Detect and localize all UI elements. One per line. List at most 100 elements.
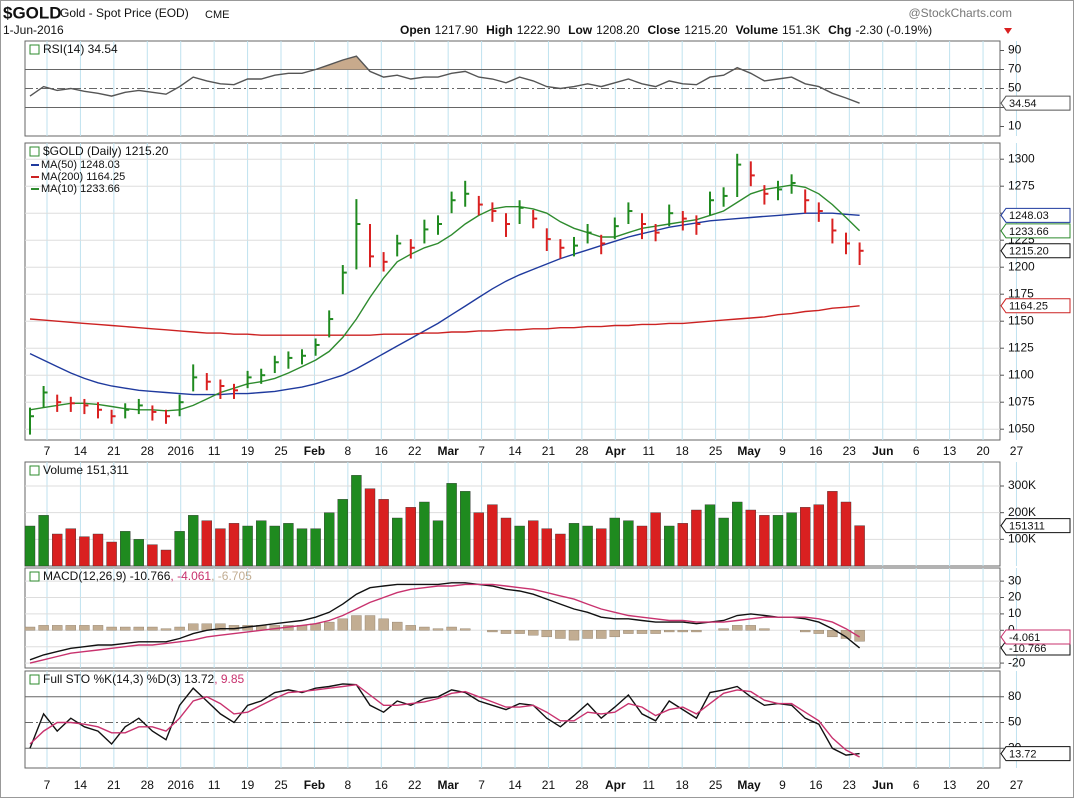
- histogram-bar: [664, 630, 675, 633]
- volume-bar: [813, 504, 824, 567]
- value-tag: [1000, 518, 1071, 534]
- legend-entry: , 9.85: [214, 672, 244, 686]
- histogram-bar: [568, 630, 580, 641]
- value-tag: [1000, 298, 1071, 314]
- volume-bar: [664, 525, 675, 567]
- change-arrow: [1004, 28, 1012, 34]
- x-tick-label: 16: [809, 444, 823, 458]
- volume-bar: [147, 544, 158, 567]
- histogram-bar: [147, 626, 158, 631]
- panel-icon: [29, 571, 40, 582]
- volume-bar: [378, 499, 389, 567]
- volume-bar: [351, 475, 362, 567]
- panel-icon: [29, 44, 40, 55]
- histogram-bar: [337, 618, 348, 631]
- volume-bar: [38, 515, 49, 567]
- volume-bar: [310, 528, 321, 567]
- x-tick-label: Mar: [437, 778, 459, 792]
- x-tick-label: 6: [913, 778, 920, 792]
- legend-entry: , -6.705: [211, 569, 252, 583]
- y-tick-label: 30: [1008, 573, 1022, 587]
- y-tick-label: 300K: [1008, 478, 1036, 492]
- x-tick-label: May: [737, 778, 761, 792]
- volume-bar: [364, 488, 376, 567]
- x-tick-label: 28: [575, 444, 589, 458]
- histogram-bar: [800, 630, 811, 633]
- volume-bar: [405, 507, 416, 567]
- x-tick-label: 13: [943, 778, 957, 792]
- histogram-bar: [555, 630, 566, 639]
- y-tick-label: 10: [1008, 119, 1022, 133]
- volume-bar: [582, 525, 593, 567]
- legend-entry: , -4.061: [170, 569, 211, 583]
- y-tick-label: 1100: [1008, 367, 1034, 381]
- x-tick-label: 19: [241, 444, 255, 458]
- y-tick-label: -20: [1008, 655, 1026, 669]
- y-tick-label: 200K: [1008, 505, 1036, 519]
- series-line: [29, 212, 860, 396]
- x-tick-label: 7: [44, 444, 51, 458]
- histogram-bar: [596, 630, 607, 639]
- value-tag: [1000, 207, 1071, 223]
- histogram-bar: [65, 625, 77, 631]
- quote-label: High: [486, 23, 513, 37]
- volume-bar: [840, 501, 852, 567]
- panel-title: $GOLD (Daily) 1215.20: [43, 144, 169, 158]
- volume-bar: [337, 499, 348, 567]
- legend-entry: MACD(12,26,9) -10.766: [43, 569, 171, 583]
- x-tick-label: 25: [274, 444, 288, 458]
- volume-bar: [827, 491, 838, 567]
- x-tick-label: 7: [478, 778, 485, 792]
- volume-bar: [324, 512, 335, 567]
- volume-bar: [636, 525, 648, 567]
- x-tick-label: 8: [345, 778, 352, 792]
- histogram-bar: [582, 630, 593, 639]
- x-tick-label: 22: [408, 778, 422, 792]
- value-tag: [1000, 95, 1071, 111]
- volume-bar: [228, 523, 240, 567]
- volume-bar: [718, 517, 729, 567]
- x-tick-label: 2016: [167, 444, 194, 458]
- volume-bar: [460, 491, 471, 567]
- x-tick-label: 11: [208, 444, 221, 458]
- value-tag-label: 1233.66: [1009, 226, 1049, 238]
- value-tag-label: 1248.03: [1009, 210, 1049, 222]
- x-tick-label: 7: [478, 444, 485, 458]
- histogram-bar: [351, 615, 362, 631]
- x-tick-label: 16: [375, 778, 389, 792]
- quote-value: 1222.90: [517, 23, 561, 37]
- value-tag-label: 34.54: [1009, 98, 1037, 110]
- y-tick-label: 1200: [1008, 259, 1035, 273]
- histogram-bar: [677, 630, 688, 633]
- value-tag-label: 1164.25: [1009, 301, 1048, 313]
- y-tick-label: 50: [1008, 715, 1022, 729]
- quote-value: 1217.90: [435, 23, 479, 37]
- x-tick-label: 28: [141, 778, 155, 792]
- volume-bar: [392, 517, 403, 567]
- volume-bar: [133, 539, 145, 567]
- histogram-bar: [174, 626, 185, 631]
- x-tick-label: 20: [976, 444, 990, 458]
- histogram-bar: [38, 625, 49, 631]
- x-tick-label: 16: [809, 778, 823, 792]
- x-tick-label: 28: [141, 444, 155, 458]
- volume-bar: [256, 520, 267, 567]
- x-tick-label: 14: [74, 444, 88, 458]
- x-tick-label: 25: [709, 444, 723, 458]
- legend-entry: Full STO %K(14,3) %D(3) 13.72: [43, 672, 215, 686]
- x-tick-label: 6: [913, 444, 920, 458]
- value-tag-label: -10.766: [1009, 643, 1046, 655]
- volume-bar: [487, 504, 498, 567]
- x-tick-label: Feb: [304, 778, 325, 792]
- volume-bar: [187, 515, 199, 567]
- histogram-bar: [24, 626, 36, 631]
- histogram-bar: [405, 625, 416, 631]
- series-line: [29, 582, 861, 661]
- volume-bar: [691, 509, 702, 567]
- volume-bar: [786, 512, 797, 567]
- x-tick-label: 14: [74, 778, 88, 792]
- x-tick-label: 14: [508, 778, 522, 792]
- volume-bar: [201, 520, 213, 567]
